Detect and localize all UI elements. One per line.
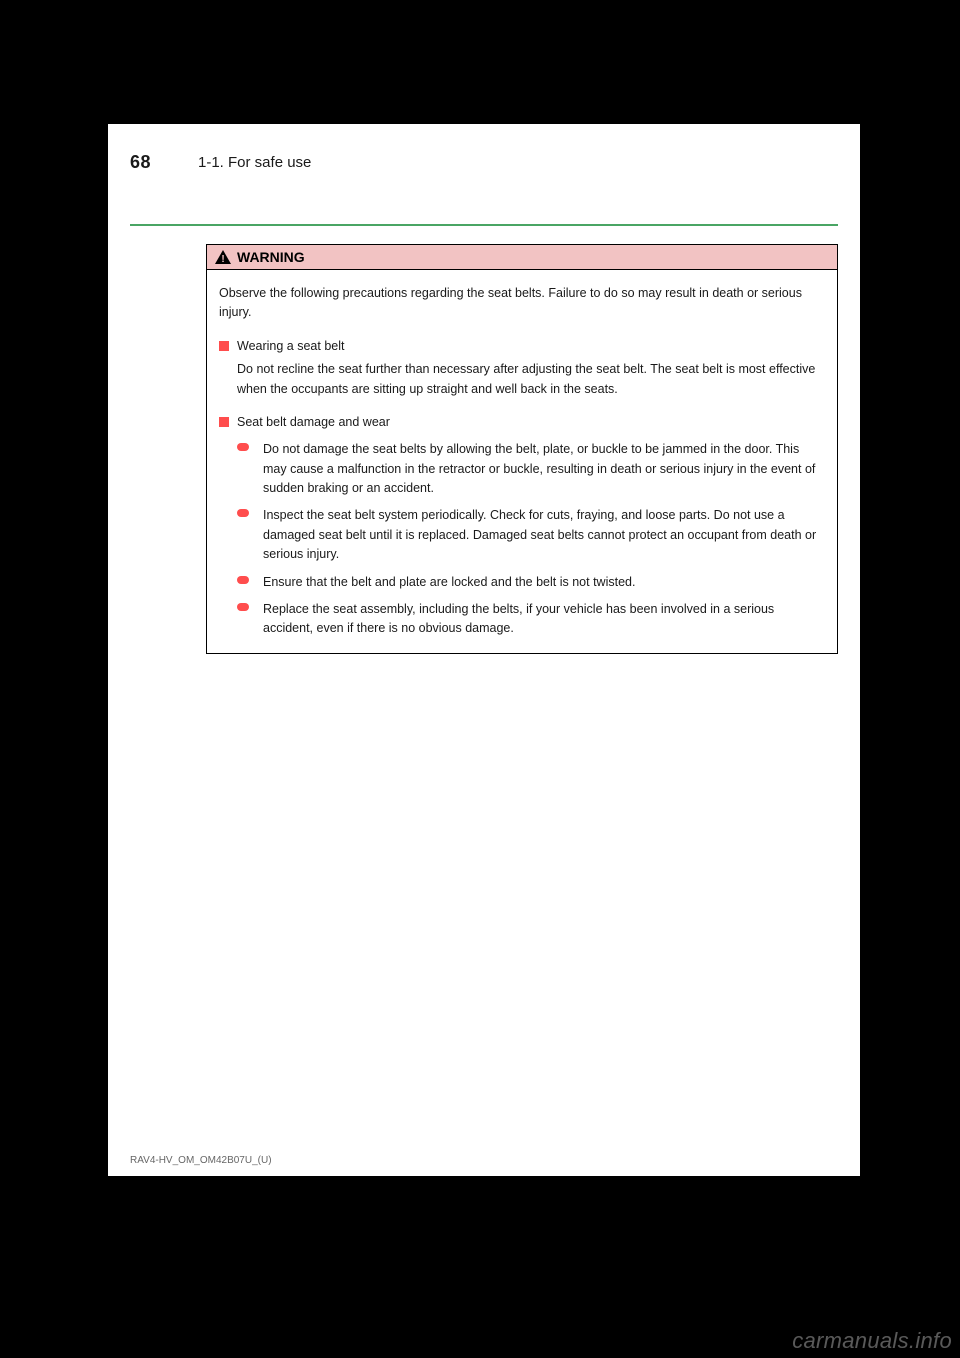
bullet-text: Ensure that the belt and plate are locke… (263, 573, 825, 592)
doc-id-footer: RAV4-HV_OM_OM42B07U_(U) (130, 1155, 272, 1166)
section-title: Seat belt damage and wear (237, 413, 825, 432)
warning-label: WARNING (237, 249, 305, 265)
svg-text:!: ! (221, 254, 224, 264)
warning-body: Observe the following precautions regard… (207, 270, 837, 653)
warning-title-bar: ! WARNING (207, 245, 837, 270)
bullet-dot-icon (237, 443, 249, 451)
bullet-text: Replace the seat assembly, including the… (263, 600, 825, 639)
section-text: Wearing a seat belt Do not recline the s… (237, 337, 825, 399)
page-content: ! WARNING Observe the following precauti… (206, 244, 838, 654)
page-number: 68 (130, 152, 151, 173)
bullet-row: Replace the seat assembly, including the… (237, 600, 825, 639)
breadcrumb: 1-1. For safe use (198, 154, 311, 171)
bullet-text: Inspect the seat belt system periodicall… (263, 506, 825, 564)
section-square-icon (219, 341, 229, 351)
section-square-icon (219, 417, 229, 427)
bullet-dot-icon (237, 576, 249, 584)
watermark-text: carmanuals.info (792, 1328, 952, 1354)
section-text: Seat belt damage and wear Do not damage … (237, 413, 825, 639)
warning-lead-text: Observe the following precautions regard… (219, 284, 825, 323)
bullet-row: Inspect the seat belt system periodicall… (237, 506, 825, 564)
bullet-dot-icon (237, 509, 249, 517)
warning-section-row: Wearing a seat belt Do not recline the s… (219, 337, 825, 399)
bullet-dot-icon (237, 603, 249, 611)
warning-box: ! WARNING Observe the following precauti… (206, 244, 838, 654)
section-body: Do not recline the seat further than nec… (237, 360, 825, 399)
warning-triangle-icon: ! (215, 250, 231, 264)
bullet-row: Ensure that the belt and plate are locke… (237, 573, 825, 592)
bullet-row: Do not damage the seat belts by allowing… (237, 440, 825, 498)
warning-section-row: Seat belt damage and wear Do not damage … (219, 413, 825, 639)
section-title: Wearing a seat belt (237, 337, 825, 356)
header-rule (130, 224, 838, 226)
page-header: 68 1-1. For safe use (108, 124, 860, 228)
manual-page: 68 1-1. For safe use ! WARNING Observe t… (108, 124, 860, 1176)
bullet-text: Do not damage the seat belts by allowing… (263, 440, 825, 498)
